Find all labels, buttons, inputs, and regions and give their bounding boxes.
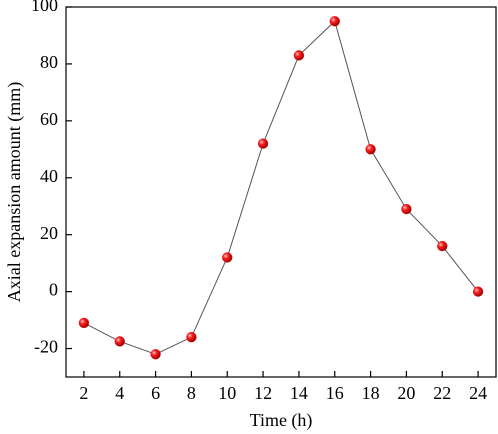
data-point <box>114 336 125 347</box>
x-tick-label: 6 <box>151 383 160 403</box>
x-tick-label: 2 <box>79 383 88 403</box>
plot-frame <box>65 6 497 378</box>
x-axis-label: Time (h) <box>250 410 313 431</box>
x-tick-label: 14 <box>290 383 308 403</box>
data-point <box>365 144 376 155</box>
data-point <box>472 286 484 297</box>
y-tick-label: 60 <box>40 109 58 129</box>
data-point <box>257 138 269 149</box>
y-tick-label: 40 <box>40 166 58 186</box>
x-tick-label: 24 <box>469 383 487 403</box>
y-tick-label: 80 <box>40 52 58 72</box>
x-tick-label: 20 <box>397 383 415 403</box>
series-line <box>83 20 479 355</box>
data-point <box>222 252 233 263</box>
y-tick-label: 20 <box>40 223 58 243</box>
x-tick-label: 18 <box>362 383 380 403</box>
x-tick-label: 22 <box>433 383 451 403</box>
data-point <box>401 203 412 215</box>
x-tick-label: 12 <box>254 383 272 403</box>
data-point <box>78 317 90 329</box>
data-point <box>329 16 340 27</box>
data-point <box>437 240 448 252</box>
x-tick-label: 8 <box>187 383 196 403</box>
y-tick-label: 100 <box>31 0 58 15</box>
x-tick-label: 4 <box>115 383 124 403</box>
y-tick-label: 0 <box>49 280 58 300</box>
data-point <box>293 50 305 61</box>
x-tick-label: 16 <box>326 383 344 403</box>
y-tick-label: -20 <box>34 337 58 357</box>
data-point <box>150 349 161 360</box>
data-point <box>186 332 197 343</box>
x-tick-label: 10 <box>218 383 236 403</box>
y-axis-label: Axial expansion amount (mm) <box>4 82 25 302</box>
